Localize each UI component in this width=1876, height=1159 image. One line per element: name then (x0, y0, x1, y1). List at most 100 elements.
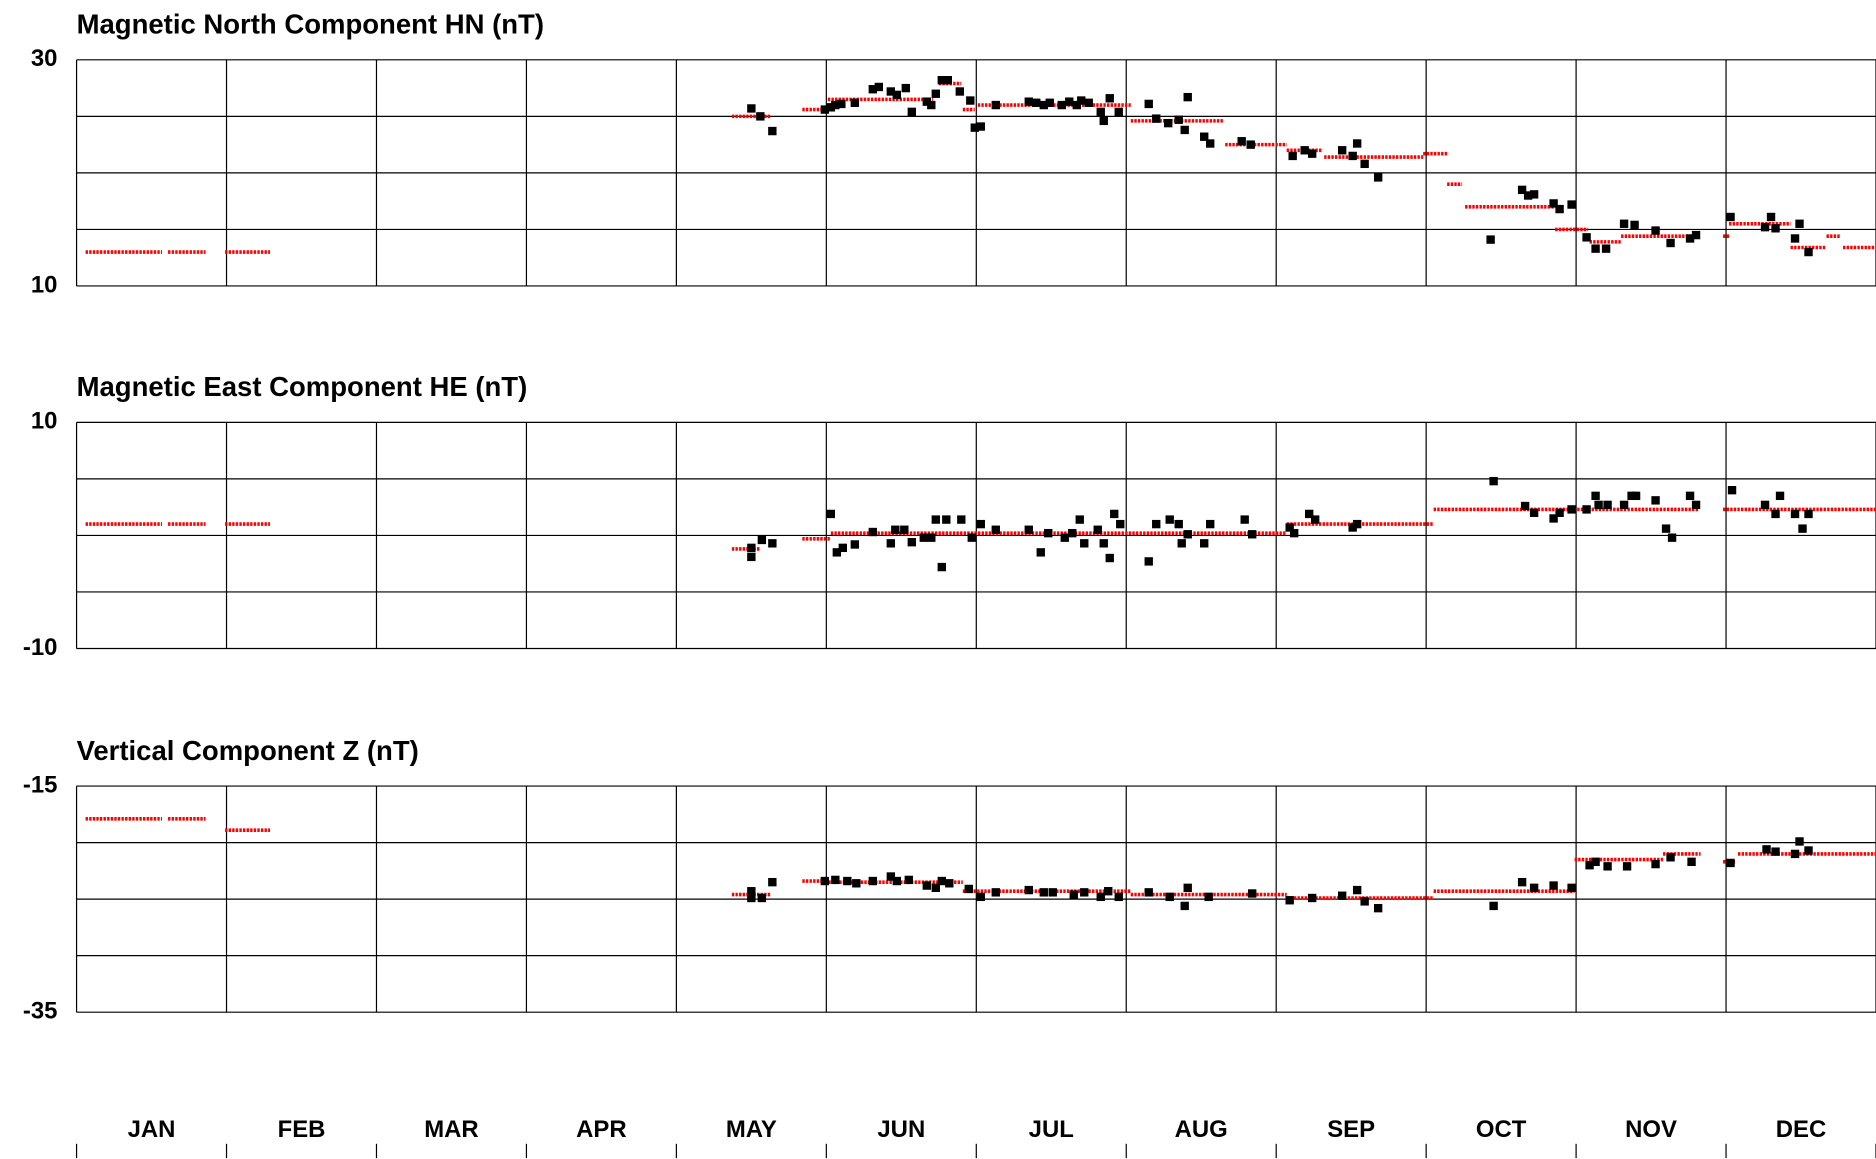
data-point (1024, 97, 1033, 106)
data-point (1760, 222, 1770, 232)
data-point (1080, 539, 1089, 548)
data-point (907, 538, 916, 547)
data-point (1165, 892, 1174, 902)
data-point (1687, 857, 1696, 867)
data-point (945, 879, 954, 888)
data-point (1555, 204, 1564, 214)
month-label: APR (576, 1116, 626, 1143)
data-point (874, 82, 884, 92)
data-point (1666, 853, 1675, 862)
chart-title: Magnetic East Component HE (nT) (77, 371, 528, 402)
data-point (768, 877, 777, 887)
data-point (1666, 238, 1675, 248)
y-tick-label: 10 (31, 408, 58, 435)
data-point (1077, 96, 1086, 105)
data-point (1165, 515, 1174, 524)
data-point (991, 525, 1000, 534)
data-point (931, 883, 940, 893)
data-point (826, 103, 836, 112)
data-point (942, 515, 951, 524)
data-point (1200, 539, 1209, 548)
data-point (868, 527, 878, 537)
data-point (1204, 892, 1213, 902)
data-point (1549, 514, 1558, 523)
data-point (757, 893, 767, 903)
data-point (747, 543, 756, 553)
data-point (1619, 219, 1629, 228)
data-point (1289, 528, 1299, 538)
y-tick-label: -15 (23, 771, 58, 798)
data-point (886, 539, 896, 548)
data-point (832, 548, 842, 557)
month-label: MAR (424, 1116, 478, 1143)
data-point (892, 90, 901, 100)
data-point (1630, 220, 1639, 230)
data-point (831, 875, 840, 885)
data-point (1517, 877, 1527, 887)
data-point (1760, 500, 1770, 510)
data-point (1164, 118, 1173, 128)
data-point (1104, 887, 1113, 896)
data-point (843, 876, 852, 886)
data-point (1152, 519, 1161, 529)
data-point (850, 98, 860, 107)
month-label: FEB (278, 1116, 326, 1143)
data-point (1093, 525, 1102, 534)
data-point (991, 100, 1000, 110)
data-point (868, 85, 878, 94)
data-point (1691, 230, 1701, 240)
data-point (768, 126, 777, 136)
data-point (1594, 500, 1603, 510)
data-point (1489, 476, 1498, 486)
month-label: JUL (1029, 1116, 1074, 1143)
data-point (768, 539, 777, 548)
data-point (1651, 859, 1660, 869)
data-point (1069, 890, 1078, 899)
data-point (1771, 509, 1780, 519)
data-point (1627, 491, 1636, 501)
data-point (1567, 200, 1576, 209)
data-point (931, 515, 940, 524)
data-point (1032, 98, 1041, 107)
data-point (1246, 140, 1255, 149)
data-point (927, 100, 936, 110)
data-point (1667, 533, 1677, 542)
data-point (901, 83, 910, 93)
data-point (1304, 509, 1314, 519)
data-point (1099, 539, 1108, 548)
data-point (1237, 137, 1246, 146)
data-point (747, 887, 756, 896)
data-point (891, 525, 900, 534)
data-point (1517, 185, 1527, 195)
data-point (1352, 519, 1362, 529)
data-point (1373, 173, 1383, 182)
data-point (991, 888, 1000, 897)
data-point (1099, 116, 1108, 126)
data-point (1804, 509, 1813, 519)
data-point (1771, 847, 1780, 856)
data-point (1352, 139, 1362, 148)
data-point (937, 562, 946, 572)
data-point (1144, 888, 1153, 897)
data-point (1206, 139, 1215, 148)
data-point (1300, 146, 1309, 155)
data-point (1529, 508, 1539, 517)
data-point (1114, 892, 1123, 902)
data-point (1024, 885, 1033, 895)
data-point (1591, 244, 1600, 253)
data-point (1105, 94, 1114, 103)
data-point (1200, 132, 1209, 141)
data-point (1529, 190, 1539, 199)
data-point (1685, 234, 1695, 243)
data-point (1622, 862, 1632, 871)
data-point (747, 893, 756, 903)
data-point (1337, 146, 1347, 155)
data-point (943, 75, 952, 85)
data-point (1661, 524, 1671, 533)
data-point (1727, 485, 1737, 495)
data-point (1582, 233, 1591, 242)
data-point (757, 535, 767, 545)
data-point (1651, 496, 1660, 505)
data-point (937, 876, 946, 886)
data-point (1348, 151, 1357, 161)
